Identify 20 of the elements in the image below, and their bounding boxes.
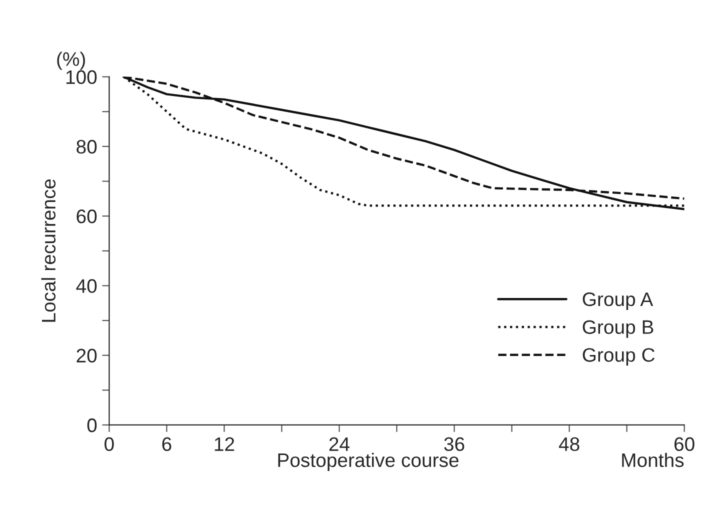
- y-axis-title: Local recurrence: [41, 179, 56, 322]
- legend-label: Group A: [582, 292, 654, 310]
- x-tick-label: 24: [329, 437, 350, 451]
- y-tick-label: 60: [76, 210, 97, 224]
- text: (%): [57, 52, 85, 70]
- x-tick-label: 48: [558, 437, 580, 452]
- x-axis-title: Postoperative course: [278, 452, 458, 471]
- x-tick-label: 6: [162, 437, 172, 452]
- legend-label: Group C: [582, 348, 655, 366]
- y-tick-label: 20: [76, 348, 97, 363]
- y-tick-label: 80: [76, 140, 97, 154]
- x-tick-label: 12: [214, 437, 234, 451]
- legend-label: Group B: [582, 320, 654, 338]
- text: Months: [622, 452, 684, 468]
- y-tick-label: 0: [87, 418, 97, 432]
- x-tick-label: 36: [444, 437, 464, 452]
- y-tick-label: 40: [76, 279, 97, 293]
- y-tick-label: 100: [66, 70, 97, 84]
- x-tick-label: 60: [674, 437, 694, 452]
- x-tick-label: 0: [104, 437, 114, 452]
